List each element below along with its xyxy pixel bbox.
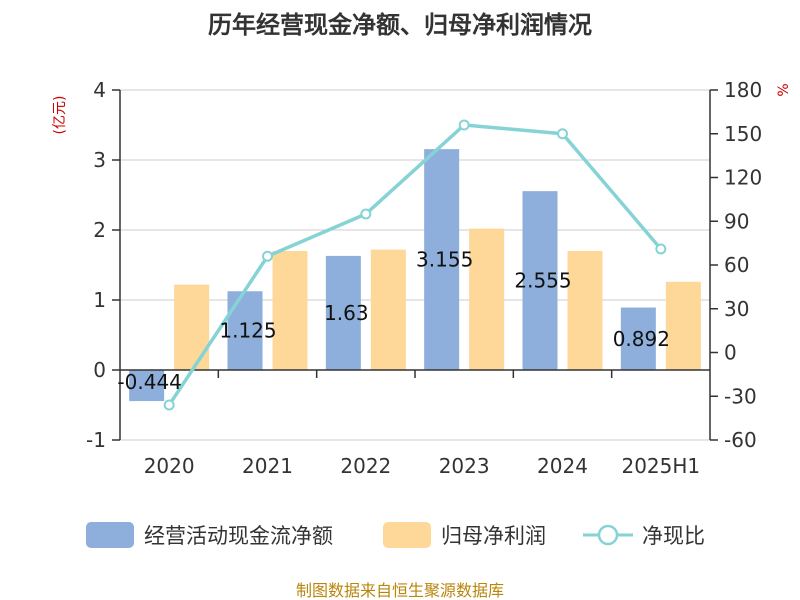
right-tick-label: 90 <box>724 209 749 233</box>
source-note: 制图数据来自恒生聚源数据库 <box>296 581 504 600</box>
x-tick-label: 2023 <box>439 454 490 478</box>
netprofit-bar <box>567 251 603 370</box>
ratio-point <box>655 243 667 255</box>
ratio-line-path <box>167 123 663 406</box>
legend-swatch-netprofit <box>383 522 431 548</box>
cashflow-data-label: 3.155 <box>416 248 473 272</box>
legend-marker-ratio <box>597 524 619 546</box>
left-tick-label: 3 <box>93 148 106 172</box>
cashflow-bar <box>424 149 460 370</box>
right-tick-label: 0 <box>724 341 737 365</box>
legend-swatch-cashflow <box>86 522 134 548</box>
ratio-point <box>458 119 470 131</box>
netprofit-bar <box>272 251 308 370</box>
bars <box>129 149 701 402</box>
left-tick-label: 4 <box>93 78 106 102</box>
right-tick-label: 120 <box>724 166 762 190</box>
legend-label-netprofit: 归母净利润 <box>441 524 546 548</box>
right-tick-label: 150 <box>724 122 762 146</box>
right-tick-label: 30 <box>724 297 749 321</box>
ratio-point <box>262 250 273 262</box>
right-tick-label: 180 <box>724 78 762 102</box>
cashflow-data-label: 1.63 <box>324 301 369 325</box>
cashflow-data-label: 0.892 <box>613 327 670 351</box>
netprofit-bar <box>469 228 505 370</box>
x-tick-label: 2024 <box>537 454 588 478</box>
ratio-point <box>360 208 372 220</box>
gridlines <box>120 89 710 441</box>
left-tick-label: 0 <box>93 358 106 382</box>
cashflow-bar <box>129 370 165 402</box>
legend: 经营活动现金流净额 归母净利润 净现比 <box>86 522 705 548</box>
left-tick-label: 2 <box>93 218 106 242</box>
netprofit-bar <box>174 284 210 370</box>
cashflow-bar <box>227 291 263 370</box>
chart-title: 历年经营现金净额、归母净利润情况 <box>208 11 592 39</box>
cashflow-bar <box>522 191 558 370</box>
cashflow-bar <box>620 307 656 370</box>
cashflow-data-label: 1.125 <box>219 319 276 343</box>
axes: -1 0 1 2 3 4 -60 -30 0 30 60 90 120 150 180 2020 2021 202… <box>86 78 762 478</box>
legend-label-ratio: 净现比 <box>642 524 705 548</box>
x-tick-label: 2020 <box>144 454 195 478</box>
right-tick-label: 60 <box>724 253 749 277</box>
x-tick-label: 2021 <box>242 454 293 478</box>
left-axis-unit: (亿元) <box>52 96 68 135</box>
cashflow-bar <box>325 255 361 370</box>
left-tick-label: -1 <box>86 428 106 452</box>
right-tick-label: -30 <box>724 384 757 408</box>
cashflow-data-label: 2.555 <box>514 269 571 293</box>
ratio-point <box>163 399 175 411</box>
ratio-line <box>163 119 667 411</box>
x-tick-label: 2025H1 <box>621 454 700 478</box>
left-tick-label: 1 <box>93 288 106 312</box>
right-axis-unit: % <box>776 83 792 96</box>
legend-label-cashflow: 经营活动现金流净额 <box>144 524 333 548</box>
netprofit-bar <box>370 249 406 370</box>
data-labels: -0.444 1.125 1.63 3.155 2.555 0.892 <box>117 248 670 394</box>
cashflow-data-label: -0.444 <box>117 370 181 394</box>
netprofit-bar <box>665 281 701 370</box>
ratio-point <box>557 128 568 140</box>
x-tick-label: 2022 <box>340 454 391 478</box>
right-tick-label: -60 <box>724 428 757 452</box>
